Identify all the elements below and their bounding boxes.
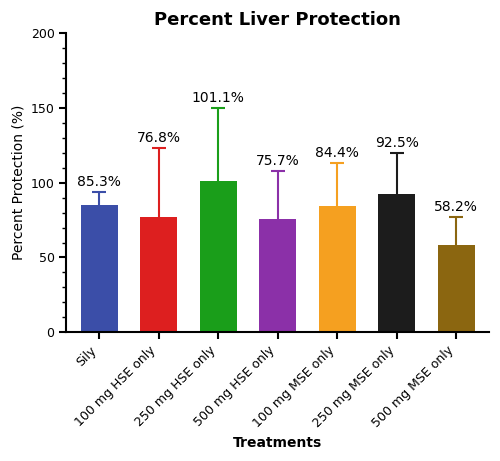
Text: 75.7%: 75.7%	[256, 154, 300, 168]
Bar	[318, 206, 356, 332]
Title: Percent Liver Protection: Percent Liver Protection	[154, 11, 401, 29]
X-axis label: Treatments: Treatments	[233, 436, 322, 450]
Text: 92.5%: 92.5%	[374, 136, 418, 150]
Bar	[80, 205, 118, 332]
Bar	[259, 219, 296, 332]
Bar	[200, 181, 236, 332]
Bar	[140, 218, 177, 332]
Y-axis label: Percent Protection (%): Percent Protection (%)	[11, 105, 25, 260]
Text: 76.8%: 76.8%	[136, 131, 180, 146]
Text: 84.4%: 84.4%	[315, 147, 359, 160]
Text: 101.1%: 101.1%	[192, 91, 244, 105]
Text: 58.2%: 58.2%	[434, 200, 478, 214]
Text: 85.3%: 85.3%	[77, 175, 121, 189]
Bar	[438, 245, 474, 332]
Bar	[378, 194, 415, 332]
